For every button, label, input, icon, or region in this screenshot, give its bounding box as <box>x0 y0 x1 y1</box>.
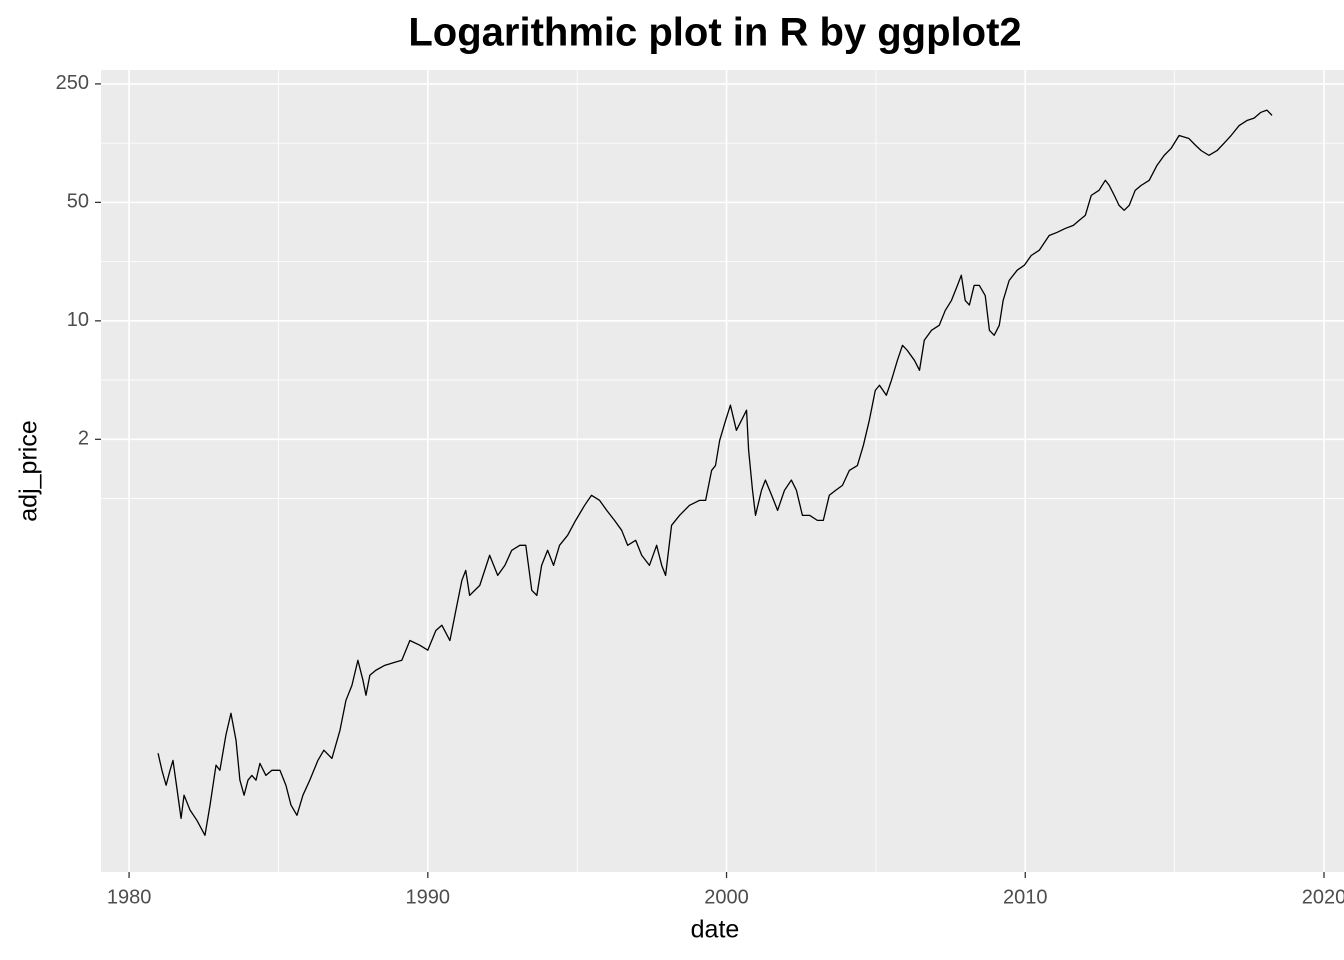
x-tick-label: 1990 <box>406 886 451 908</box>
x-tick-label: 2010 <box>1003 886 1048 908</box>
x-tick-label: 1980 <box>107 886 152 908</box>
y-tick-label: 10 <box>67 309 89 331</box>
x-tick-label: 2020 <box>1302 886 1344 908</box>
x-tick-label: 2000 <box>704 886 749 908</box>
panel <box>101 70 1344 872</box>
y-tick-label: 250 <box>56 72 89 94</box>
x-axis-label: date <box>691 916 740 944</box>
y-axis-label: adj_price <box>15 420 43 521</box>
price-line <box>157 109 1273 836</box>
y-tick-label: 2 <box>78 428 89 450</box>
y-tick-label: 50 <box>67 191 89 213</box>
chart-title: Logarithmic plot in R by ggplot2 <box>408 11 1021 55</box>
